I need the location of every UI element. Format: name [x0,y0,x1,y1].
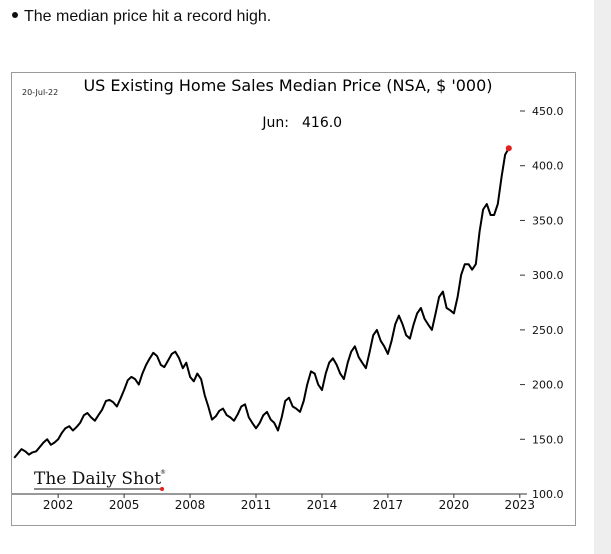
date-stamp: 20-Jul-22 [22,88,58,97]
price-series-line [13,147,510,459]
y-tick-label: 350.0 [532,214,564,227]
logo: The Daily Shot ® [34,469,166,491]
y-tick-label: 150.0 [532,433,564,446]
x-tick-label: 2005 [109,498,140,512]
logo-registered-mark: ® [160,469,166,476]
window-edge-strip [594,0,611,554]
chart-title: US Existing Home Sales Median Price (NSA… [83,76,492,95]
latest-value: 416.0 [302,115,342,131]
x-tick-label: 2023 [505,498,536,512]
latest-label: Jun: [261,115,289,131]
y-tick-label: 250.0 [532,324,564,337]
x-tick-label: 2002 [43,498,74,512]
x-tick-label: 2020 [439,498,470,512]
latest-point-marker [505,145,512,152]
logo-text: The Daily Shot [34,469,161,489]
x-tick-label: 2008 [175,498,206,512]
x-tick-label: 2014 [307,498,338,512]
y-tick-label: 400.0 [532,160,564,173]
y-tick-label: 450.0 [532,105,564,118]
bullet-note: The median price hit a record high. [12,8,271,26]
x-tick-label: 2011 [241,498,272,512]
x-axis: 2002 2005 2008 2011 2014 2017 2020 2023 [12,493,536,512]
y-axis: 450.0 400.0 350.0 300.0 250.0 200.0 150.0 100.0 [520,105,564,501]
plot-area [13,145,512,459]
bullet-text: The median price hit a record high. [24,8,272,25]
x-tick-label: 2017 [373,498,404,512]
bullet-dot-icon [12,11,18,18]
logo-red-dot-icon [160,487,164,491]
chart-frame: 20-Jul-22 US Existing Home Sales Median … [11,72,576,526]
line-chart: 20-Jul-22 US Existing Home Sales Median … [12,76,564,512]
y-tick-label: 100.0 [532,488,564,501]
y-tick-label: 200.0 [532,379,564,392]
y-tick-label: 300.0 [532,269,564,282]
